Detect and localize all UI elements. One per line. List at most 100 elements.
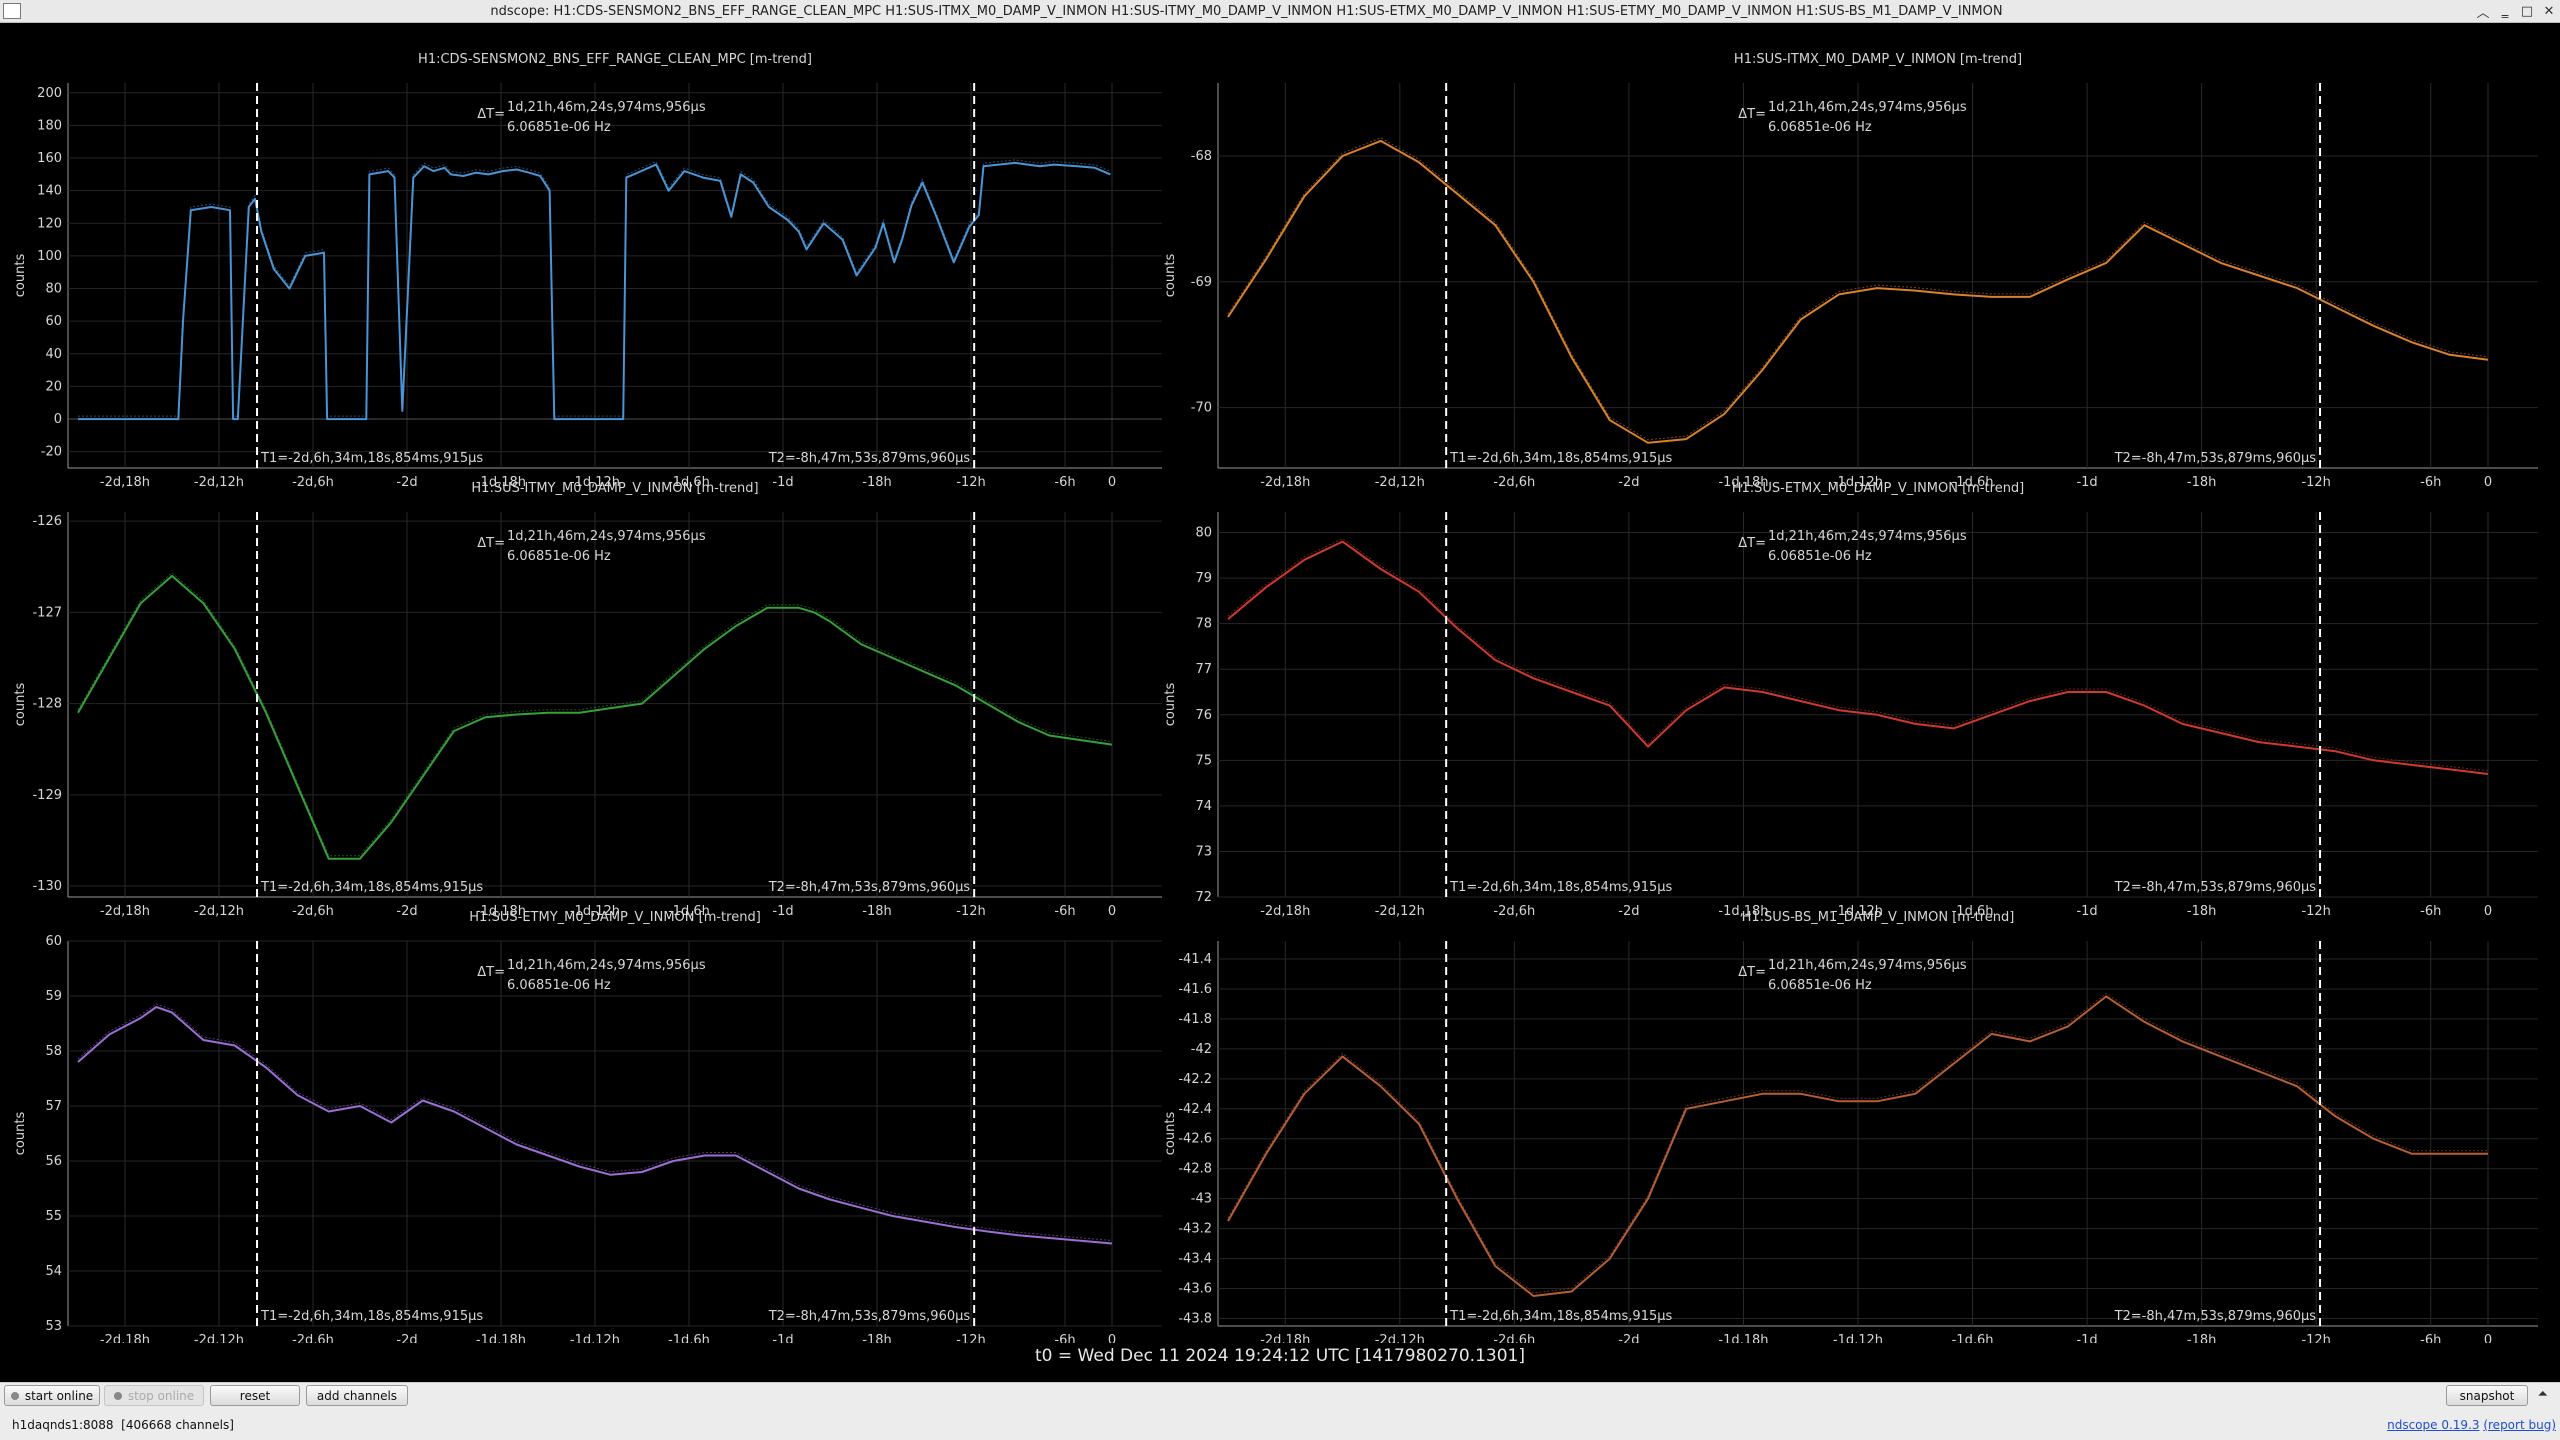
start-online-button[interactable]: start online — [4, 1385, 100, 1406]
start-online-label: start online — [24, 1388, 94, 1403]
plot-title: H1:SUS-ETMY_M0_DAMP_V_INMON [m-trend] — [469, 910, 761, 925]
series-line — [78, 161, 1111, 421]
x-tick-label: -18h — [862, 475, 891, 490]
x-tick-label: 0 — [2484, 475, 2492, 490]
snapshot-button[interactable]: snapshot — [2446, 1385, 2528, 1406]
x-tick-label: -2d,6h — [292, 475, 334, 490]
close-button[interactable]: ✕ — [2543, 3, 2555, 19]
x-tick-label: -2d,18h — [1260, 904, 1310, 919]
version-link[interactable]: ndscope 0.19.3 — [2387, 1418, 2479, 1432]
x-tick-label: -2d,18h — [100, 1333, 150, 1343]
plot-area[interactable]: -2d,18h -2d,12h -2d,6h -2d -1d,18h -1d,12h -1d… — [0, 23, 2560, 1378]
channel-count: [406668 channels] — [121, 1418, 234, 1432]
y-tick-label: 77 — [1195, 662, 1212, 677]
version-number: 0.19.3 — [2441, 1418, 2480, 1432]
series-envelope — [77, 1003, 1113, 1241]
minimize-button[interactable]: ‗ — [2501, 3, 2509, 19]
x-tick-label: -2d,6h — [1493, 1333, 1535, 1343]
x-tick-label: -1d — [2076, 475, 2097, 490]
series-envelope — [1227, 137, 2489, 441]
plot-title: H1:SUS-ITMX_M0_DAMP_V_INMON [m-trend] — [1734, 52, 2022, 67]
frequency-value: 6.06851e-06 Hz — [507, 549, 611, 564]
y-tick-label: 53 — [45, 1319, 62, 1334]
y-tick-label: 57 — [45, 1099, 62, 1114]
y-tick-label: 54 — [45, 1264, 62, 1279]
frequency-value: 6.06851e-06 Hz — [1768, 978, 1872, 993]
reset-button[interactable]: reset — [210, 1385, 300, 1406]
x-tick-label: -1d,6h — [1952, 1333, 1994, 1343]
x-tick-label: -2d — [396, 904, 417, 919]
x-tick-label: -1d,12h — [1833, 1333, 1883, 1343]
x-tick-label: -1d,12h — [570, 475, 620, 490]
x-tick-label: 0 — [1108, 1333, 1116, 1343]
restore-button[interactable]: ︿ — [2476, 5, 2490, 21]
x-tick-label: -12h — [2301, 475, 2330, 490]
y-tick-label: -130 — [32, 879, 62, 894]
add-channels-button[interactable]: add channels — [306, 1385, 408, 1406]
maximize-button[interactable]: □ — [2520, 3, 2534, 19]
t1-label: T1=-2d,6h,34m,18s,854ms,915µs — [1449, 451, 1672, 466]
y-tick-label: -20 — [41, 445, 62, 460]
frequency-value: 6.06851e-06 Hz — [507, 978, 611, 993]
y-tick-label: 80 — [1195, 526, 1212, 541]
t2-label: T2=-8h,47m,53s,879ms,960µs — [768, 1309, 971, 1324]
t1-label: T1=-2d,6h,34m,18s,854ms,915µs — [260, 880, 483, 895]
x-tick-label: -6h — [2420, 1333, 2441, 1343]
x-tick-label: -1d — [772, 904, 793, 919]
y-tick-label: 73 — [1195, 844, 1212, 859]
x-tick-label: -1d — [772, 475, 793, 490]
x-tick-label: -2d,12h — [194, 904, 244, 919]
app-icon — [3, 3, 21, 19]
t2-label: T2=-8h,47m,53s,879ms,960µs — [768, 880, 971, 895]
x-tick-label: -18h — [2187, 475, 2216, 490]
delta-t-value: 1d,21h,46m,24s,974ms,956µs — [1768, 958, 1967, 973]
server-status: h1daqnds1:8088 [406668 channels] — [12, 1418, 234, 1432]
x-tick-label: -1d,6h — [1952, 904, 1994, 919]
t2-label: T2=-8h,47m,53s,879ms,960µs — [2114, 1309, 2317, 1324]
y-tick-label: 58 — [45, 1044, 62, 1059]
status-bar: h1daqnds1:8088 [406668 channels] ndscope… — [0, 1411, 2560, 1440]
x-tick-label: -1d,18h — [476, 1333, 526, 1343]
delta-t-value: 1d,21h,46m,24s,974ms,956µs — [507, 100, 706, 115]
x-tick-label: -1d,6h — [668, 1333, 710, 1343]
x-tick-label: -2d,12h — [1375, 1333, 1425, 1343]
y-tick-label: -43.8 — [1178, 1312, 1212, 1327]
x-tick-label: -2d — [396, 1333, 417, 1343]
y-tick-label: 120 — [37, 216, 62, 231]
x-tick-label: -12h — [956, 1333, 985, 1343]
t2-label: T2=-8h,47m,53s,879ms,960µs — [2114, 451, 2317, 466]
x-tick-label: -2d — [396, 475, 417, 490]
x-tick-label: -18h — [862, 904, 891, 919]
frequency-value: 6.06851e-06 Hz — [1768, 120, 1872, 135]
y-axis-label: counts — [1163, 683, 1178, 727]
y-axis-label: counts — [1163, 1112, 1178, 1156]
x-tick-label: -18h — [862, 1333, 891, 1343]
delta-t-value: 1d,21h,46m,24s,974ms,956µs — [507, 958, 706, 973]
y-tick-label: -69 — [1191, 275, 1212, 290]
x-tick-label: -12h — [956, 904, 985, 919]
x-tick-label: -1d,12h — [570, 1333, 620, 1343]
plots-canvas[interactable]: -2d,18h -2d,12h -2d,6h -2d -1d,18h -1d,12h -1d… — [0, 23, 2560, 1343]
x-tick-label: -2d,18h — [100, 904, 150, 919]
delta-t-label: ΔT= — [477, 536, 505, 551]
y-tick-label: 0 — [54, 412, 62, 427]
x-tick-label: -2d,18h — [1260, 475, 1310, 490]
y-tick-label: -43.4 — [1178, 1252, 1212, 1267]
x-tick-label: -1d,6h — [1952, 475, 1994, 490]
x-tick-label: -12h — [2301, 1333, 2330, 1343]
t0-label: t0 = Wed Dec 11 2024 19:24:12 UTC [14179… — [1035, 1346, 1525, 1366]
y-tick-label: -128 — [32, 697, 62, 712]
x-tick-label: -6h — [1054, 1333, 1075, 1343]
x-tick-label: -12h — [2301, 904, 2330, 919]
y-tick-label: -41.6 — [1178, 982, 1212, 997]
series-line — [77, 574, 1113, 860]
y-tick-label: 140 — [37, 184, 62, 199]
y-tick-label: -42.6 — [1178, 1132, 1212, 1147]
plot-title: H1:SUS-BS_M1_DAMP_V_INMON [m-trend] — [1742, 910, 2015, 925]
window-titlebar: ndscope: H1:CDS-SENSMON2_BNS_EFF_RANGE_C… — [0, 0, 2560, 23]
report-bug-link[interactable]: (report bug) — [2483, 1418, 2556, 1432]
menu-arrow-icon[interactable]: ⏶ — [2537, 1387, 2548, 1402]
x-tick-label: -12h — [956, 475, 985, 490]
delta-t-label: ΔT= — [477, 965, 505, 980]
x-tick-label: -2d,12h — [1375, 904, 1425, 919]
